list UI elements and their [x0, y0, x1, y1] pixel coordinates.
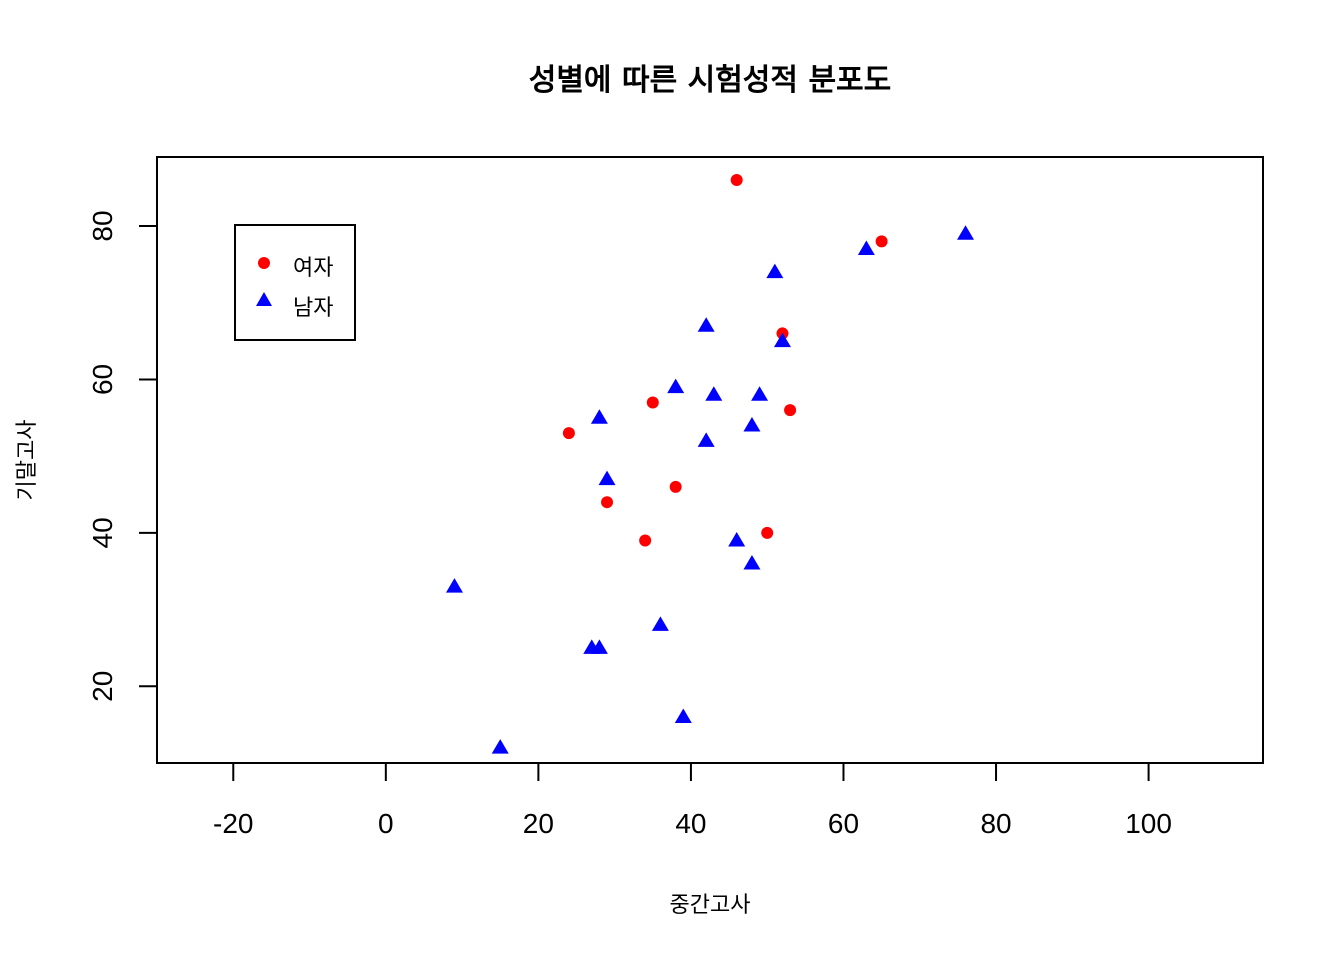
chart-title: 성별에 따른 시험성적 분포도 [529, 63, 892, 98]
point-female [875, 235, 888, 248]
point-male [445, 578, 463, 593]
point-female [601, 496, 614, 509]
x-axis-label: 중간고사 [670, 893, 751, 918]
point-female [646, 396, 659, 409]
point-male [705, 386, 723, 401]
point-male [957, 225, 975, 240]
legend-marker-male [256, 292, 272, 306]
point-male [674, 708, 692, 723]
point-male [857, 240, 875, 256]
point-female [669, 480, 682, 493]
point-male [728, 532, 746, 547]
x-tick-label: 80 [980, 808, 1011, 839]
x-tick-label: 40 [675, 808, 706, 839]
point-male [697, 317, 715, 332]
point-male [751, 386, 769, 401]
point-female [784, 404, 797, 417]
point-male [766, 263, 784, 279]
point-male [773, 332, 791, 348]
legend-label-female: 여자 [293, 256, 333, 281]
point-male [598, 470, 616, 486]
x-tick-label: ‑20 [213, 808, 253, 839]
point-male [491, 739, 509, 754]
point-male [590, 639, 608, 654]
y-tick-label: 80 [87, 210, 118, 241]
y-axis-label: 기말고사 [15, 420, 40, 501]
point-male [743, 416, 761, 432]
legend-marker-female [258, 257, 270, 269]
point-female [562, 427, 575, 440]
point-male [743, 555, 761, 570]
point-male [697, 432, 715, 447]
x-axis: ‑20 0 20 40 60 80 100 [213, 762, 1172, 839]
x-tick-label: 100 [1125, 808, 1172, 839]
y-tick-label: 20 [87, 671, 118, 702]
x-tick-label: 60 [828, 808, 859, 839]
legend-box [234, 224, 356, 341]
legend-label-male: 남자 [293, 296, 333, 321]
point-male [590, 409, 608, 424]
data-points [445, 174, 975, 754]
y-tick-label: 40 [87, 517, 118, 548]
y-tick-label: 60 [87, 364, 118, 395]
point-female [730, 174, 743, 187]
point-female [761, 526, 774, 539]
point-male [651, 616, 669, 631]
x-tick-label: 20 [523, 808, 554, 839]
legend: 여자 남자 [234, 224, 356, 341]
point-male [667, 378, 685, 394]
y-axis: 20 40 60 80 [87, 210, 158, 702]
point-female [639, 534, 652, 547]
x-tick-label: 0 [378, 808, 394, 839]
